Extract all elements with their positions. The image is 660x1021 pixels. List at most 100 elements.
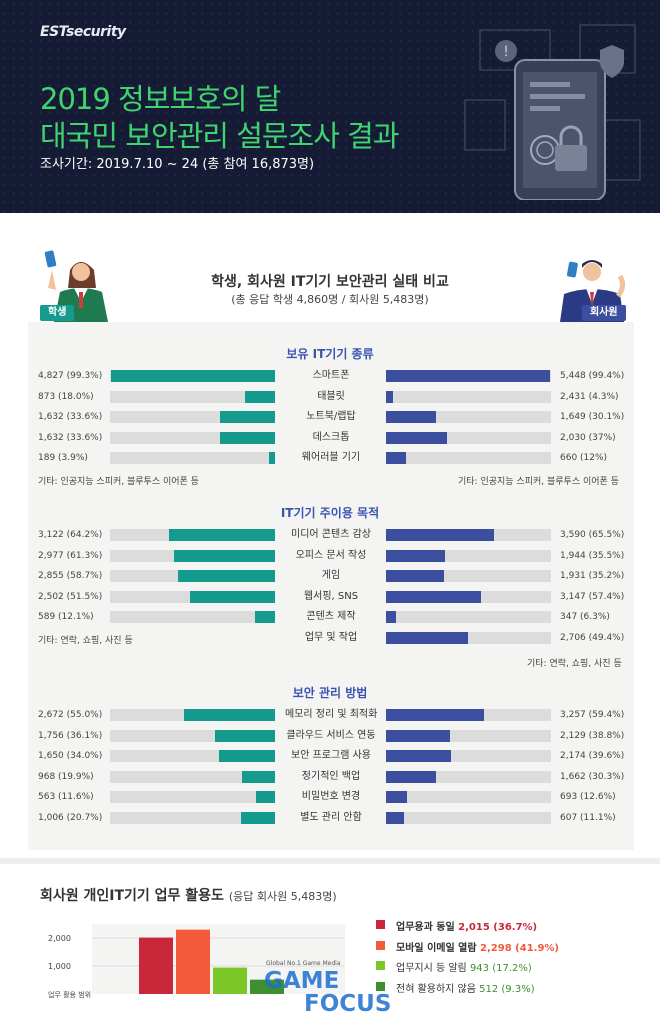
worker-value-label: 2,706 (49.4%) [560,632,625,643]
bar-row: 2,672 (55.0%) 메모리 정리 및 최적화 3,257 (59.4%) [0,708,660,722]
group-title-usage: IT기기 주이용 목적 [280,506,380,520]
student-value-label: 1,632 (33.6%) [38,412,103,422]
student-value-label: 589 (12.1%) [38,612,94,622]
hero-title-line2: 대국민 보안관리 설문조사 결과 [40,119,399,153]
legend-item: 업무용과 동일 2,015 (36.7%) [376,917,656,933]
usage-bar [250,979,284,994]
student-bar [184,709,275,721]
legend-value: 2,298 (41.9%) [480,942,559,954]
bar-row: 1,632 (33.6%) 데스크톱 2,030 (37%) [0,431,660,445]
student-bar-track [110,729,275,742]
student-bar [219,431,275,444]
bar-row: 589 (12.1%) 콘텐츠 제작 347 (6.3%) [0,610,660,624]
legend-value: 2,015 (36.7%) [458,922,538,933]
student-bar-track [110,529,275,541]
category-label: 비밀번호 변경 [301,791,361,802]
worker-value-label: 3,590 (65.5%) [560,530,625,540]
student-bar [173,549,275,562]
category-label: 클라우드 서비스 연동 [286,729,376,741]
worker-bar-track [386,750,551,762]
legend-value: 512 (9.3%) [479,983,535,995]
worker-value-label: 1,649 (30.1%) [560,412,625,422]
worker-bar-track [386,709,551,721]
worker-bar-track [386,411,551,423]
bar-row: 189 (3.9%) 웨어러블 기기 660 (12%) [0,451,660,465]
student-value-label: 968 (19.9%) [38,771,94,782]
worker-bar-track [386,611,551,623]
category-label: 보안 프로그램 사용 [291,750,371,761]
legend-text: 모바일 이메일 열람 2,298 (41.9%) [396,939,559,954]
y-tick-label: 1,000 [48,962,71,971]
student-bar [218,750,275,762]
devices-note-right: 기타: 인공지능 스피커, 블루투스 이어폰 등 [458,477,619,487]
student-bar [215,729,275,742]
section1-title: 학생, 회사원 IT기기 보안관리 실태 비교 [211,274,449,290]
usage-note-right: 기타: 연락, 쇼핑, 사진 등 [527,659,622,669]
legend-label: 전혀 활용하지 않음 [396,983,480,995]
bar-row: 2,977 (61.3%) 오피스 문서 작성 1,944 (35.5%) [0,549,660,563]
worker-value-label: 2,174 (39.6%) [560,751,625,761]
student-bar [255,791,275,803]
worker-badge: 회사원 [582,305,626,321]
student-bar [255,611,275,623]
worker-bar-track [386,452,551,464]
worker-value-label: 3,257 (59.4%) [560,710,625,720]
student-bar [190,590,275,603]
legend-swatch [376,940,385,950]
legend-label: 업무지시 등 알림 [396,963,470,974]
legend-item: 모바일 이메일 열람 2,298 (41.9%) [376,938,656,954]
category-label: 데스크톱 [312,431,350,443]
worker-bar [386,631,468,644]
worker-value-label: 1,944 (35.5%) [560,550,625,561]
legend-item: 업무지시 등 알림 943 (17.2%) [376,958,656,974]
worker-bar-track [386,390,551,403]
survey-period: 조사기간: 2019.7.10 ~ 24 (총 참여 16,873명) [40,157,315,172]
category-label: 노트북/랩탑 [306,411,356,422]
bar-row: 2,855 (58.7%) 게임 1,931 (35.2%) [0,569,660,583]
student-bar-track [110,370,275,382]
worker-value-label: 5,448 (99.4%) [560,371,625,381]
legend-item: 전혀 활용하지 않음 512 (9.3%) [376,979,656,995]
worker-value-label: 347 (6.3%) [560,612,610,622]
legend-swatch [376,981,385,991]
worker-bar [386,411,436,423]
student-bar [169,529,275,541]
worker-bar-track [386,729,551,742]
worker-bar-track [386,549,551,562]
worker-value-label: 2,129 (38.8%) [560,730,625,741]
student-bar [111,370,275,382]
student-value-label: 189 (3.9%) [38,453,88,463]
hero-banner: ESTsecurity 2019 정보보호의 달 대국민 보안관리 설문조사 결… [0,0,660,213]
worker-bar-track [386,370,551,382]
student-bar [268,452,275,464]
x-axis-label: 업무 활용 범위 [48,990,91,999]
worker-bar [386,729,451,742]
usage-bar [213,967,247,994]
worker-bar-track [386,791,551,803]
legend-swatch [376,920,385,929]
devices-note-left: 기타: 인공지능 스피커, 블루투스 이어폰 등 [38,477,199,487]
worker-bar-track [386,590,551,603]
student-bar-track [110,770,275,783]
legend-label: 업무용과 동일 [396,922,459,933]
student-value-label: 3,122 (64.2%) [38,530,103,540]
legend-label: 모바일 이메일 열람 [396,942,481,954]
student-value-label: 1,756 (36.1%) [38,730,103,741]
section2-title-text: 회사원 개인IT기기 업무 활용도 [40,888,224,904]
section1-subtitle: (총 응답 학생 4,860명 / 회사원 5,483명) [231,293,429,306]
student-bar [242,770,275,783]
worker-bar [386,549,445,562]
worker-value-label: 2,431 (4.3%) [560,391,619,402]
category-label: 메모리 정리 및 최적화 [285,709,378,720]
worker-value-label: 1,662 (30.3%) [560,771,625,782]
student-value-label: 1,632 (33.6%) [38,432,103,443]
student-badge: 학생 [40,305,75,321]
bar-row: 2,502 (51.5%) 웹서핑, SNS 3,147 (57.4%) [0,590,660,604]
student-value-label: 2,855 (58.7%) [38,571,103,581]
worker-value-label: 2,030 (37%) [560,432,616,443]
worker-bar [386,529,495,541]
worker-bar [386,750,452,762]
worker-bar [386,811,405,824]
worker-bar [386,590,481,603]
student-value-label: 1,650 (34.0%) [38,751,103,761]
